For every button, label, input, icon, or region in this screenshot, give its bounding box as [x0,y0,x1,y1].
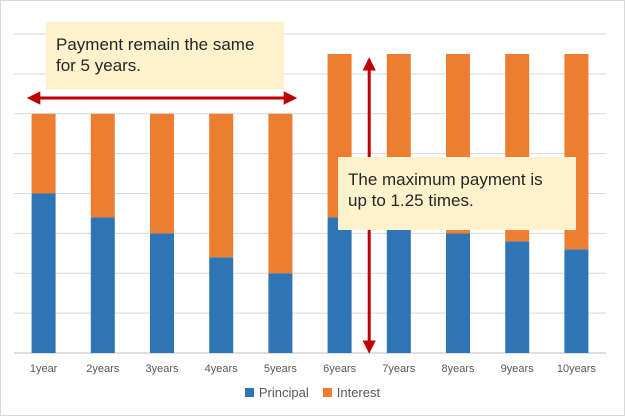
bar-principal-8years [446,233,470,353]
x-tick-label: 10years [557,363,597,375]
bar-interest-1year [31,113,56,194]
x-tick-label: 9years [501,363,535,375]
bar-principal-9years [505,241,530,353]
bar-interest-2years [90,113,115,218]
legend: Principal Interest [0,385,625,400]
x-tick-label: 3years [145,363,179,375]
x-tick-label: 5years [264,363,298,375]
bar-principal-10years [564,249,589,353]
legend-item-principal: Principal [244,385,309,400]
bar-principal-4years [209,257,234,353]
x-tick-label: 4years [205,363,239,375]
legend-label-interest: Interest [336,385,381,400]
x-tick-label: 7years [382,363,416,375]
legend-label-principal: Principal [258,385,309,400]
callout-payment-same: Payment remain the same for 5 years. [46,22,284,89]
bar-interest-3years [150,113,174,234]
x-tick-label: 6years [323,363,357,375]
bar-principal-1year [31,193,56,353]
x-tick-label: 1year [30,363,58,375]
legend-swatch-interest [322,388,332,397]
bar-interest-5years [268,113,293,274]
bar-principal-3years [150,233,174,353]
x-tick-label: 8years [441,363,475,375]
bar-principal-7years [386,229,411,353]
bar-interest-4years [209,113,234,258]
legend-swatch-principal [244,388,254,397]
callout-max-payment: The maximum payment is up to 1.25 times. [338,157,576,230]
bar-principal-6years [327,217,352,353]
x-tick-label: 2years [86,363,120,375]
legend-item-interest: Interest [322,385,381,400]
bar-principal-5years [268,273,293,353]
bar-principal-2years [90,217,115,353]
